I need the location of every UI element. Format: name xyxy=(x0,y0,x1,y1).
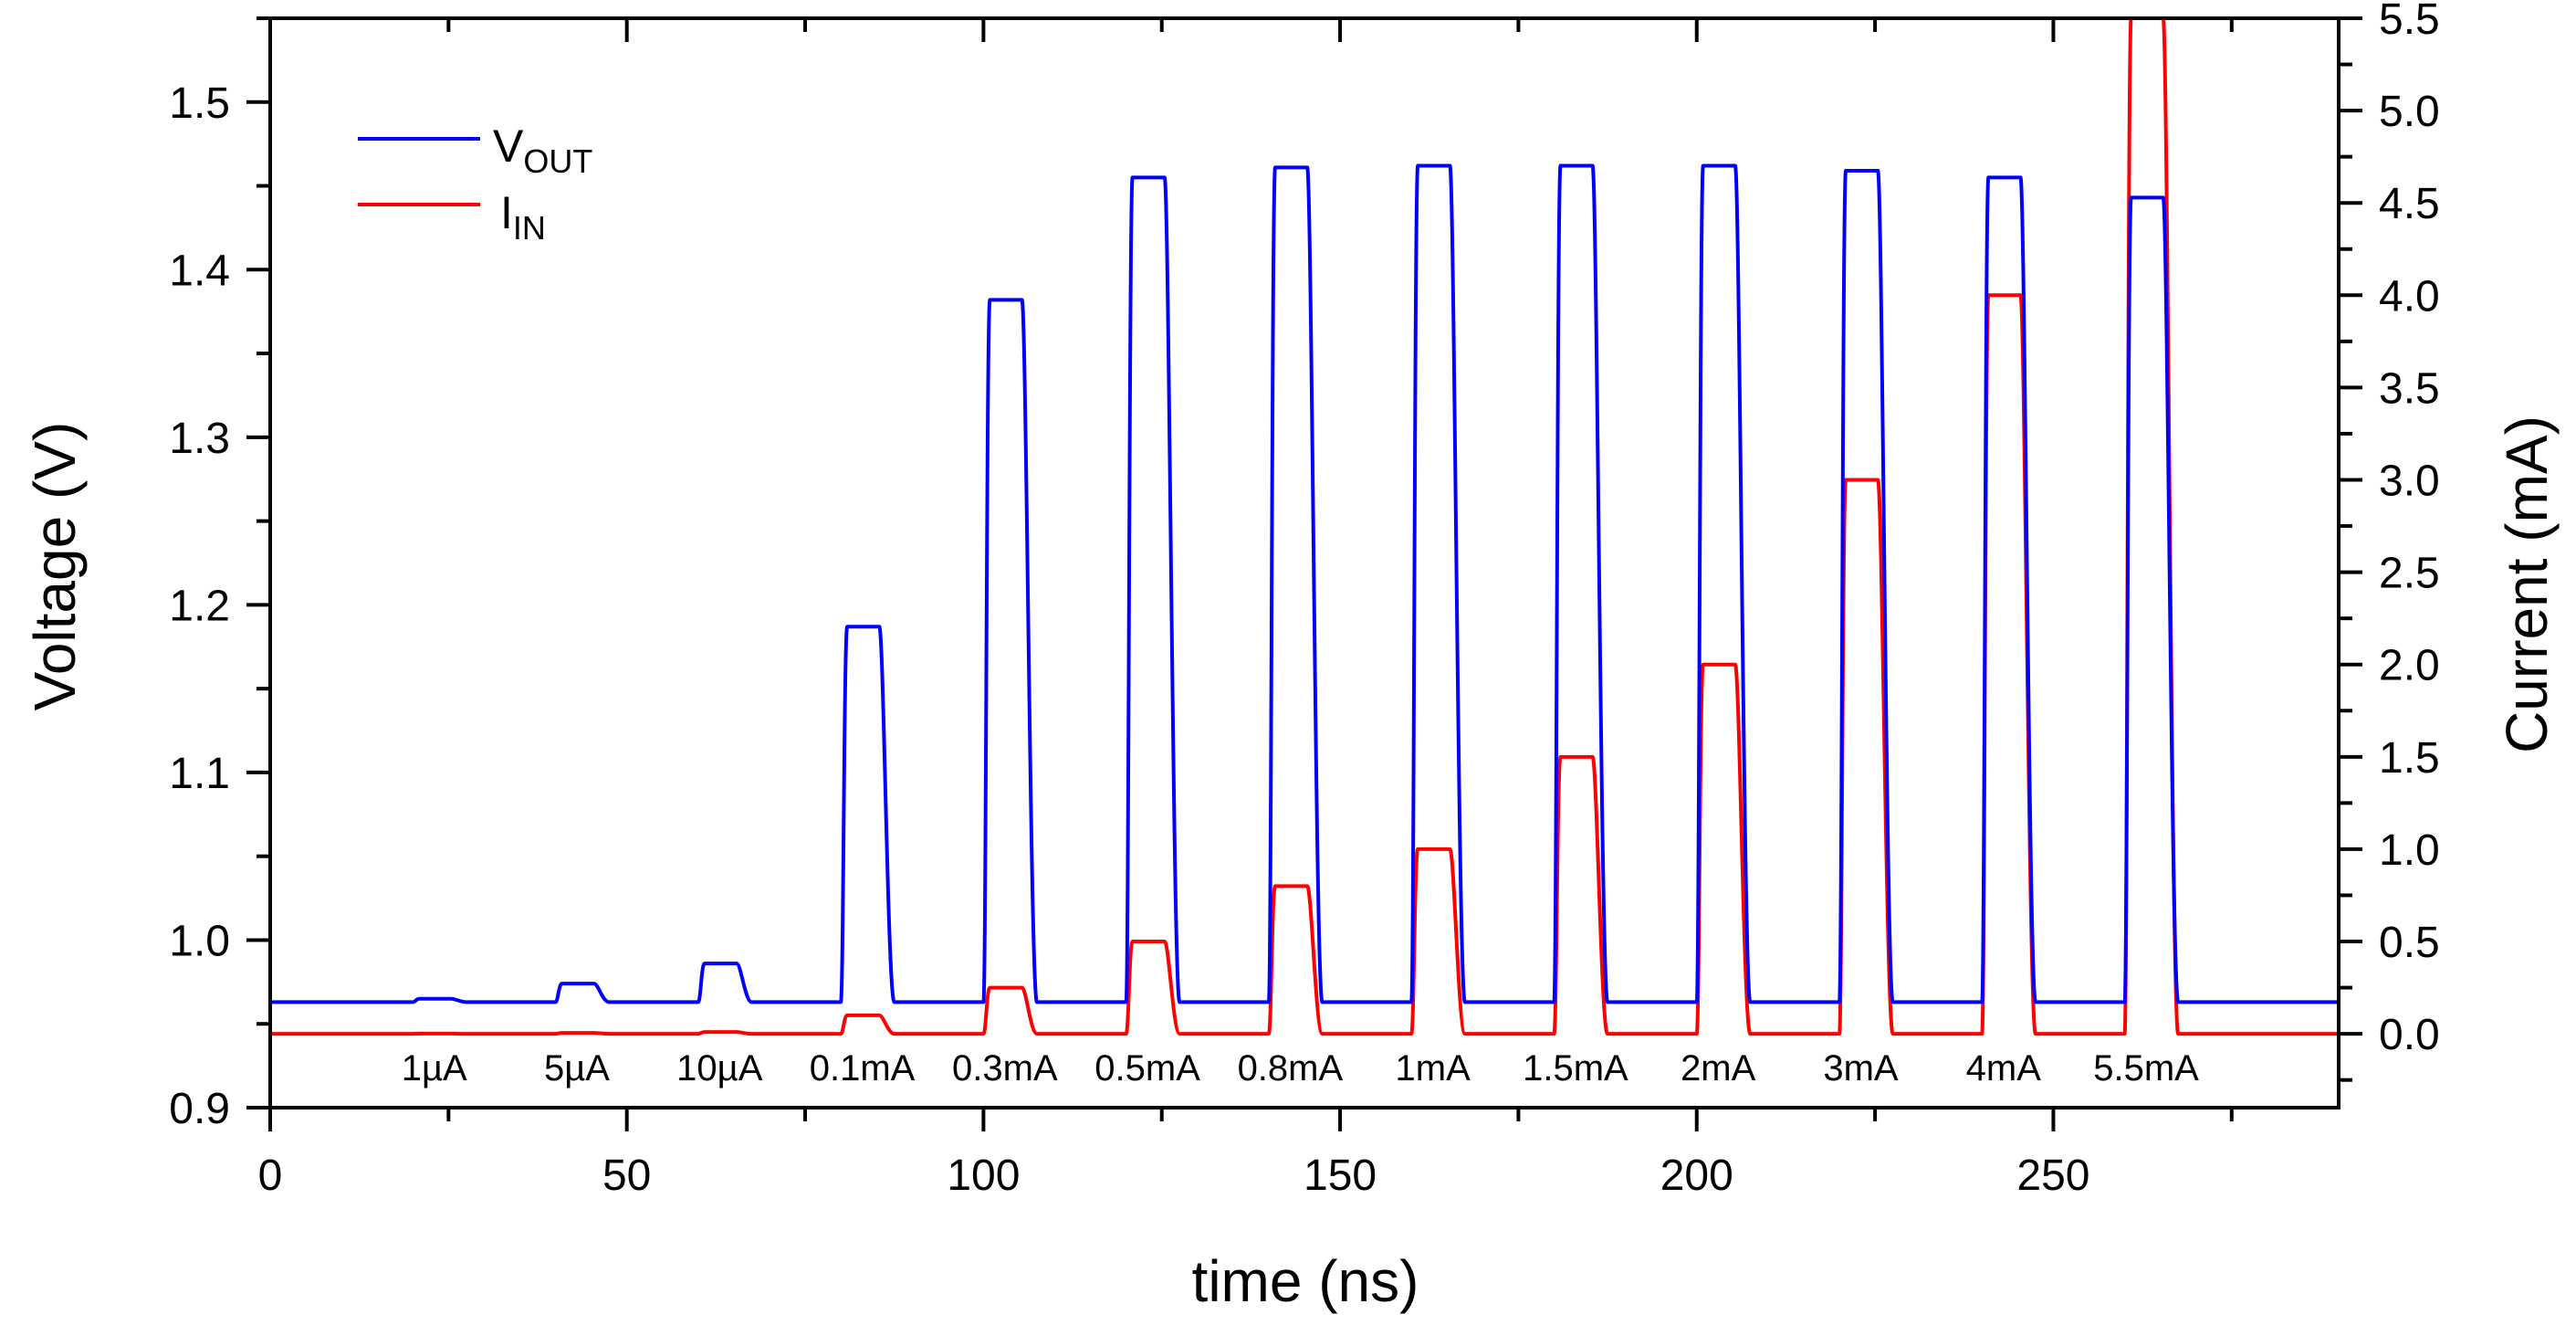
label-layer: 0 50 100 150 200 250 0.9 1.0 1.1 1.2 1.3 1.4 1.5 0.0 0… xyxy=(169,0,2439,1200)
y-axis-right-label: Current (mA) xyxy=(2494,415,2560,753)
y-left-tick-label: 1.5 xyxy=(169,79,230,128)
y-right-tick-label: 3.5 xyxy=(2379,364,2440,413)
pulse-label: 5µA xyxy=(544,1048,610,1088)
x-axis-label: time (ns) xyxy=(1192,1248,1419,1314)
y-axis-left-label: Voltage (V) xyxy=(22,422,88,711)
x-tick-label: 0 xyxy=(258,1151,283,1200)
x-tick-label: 50 xyxy=(602,1151,651,1200)
y-right-tick-label: 0.5 xyxy=(2379,919,2440,967)
pulse-label: 1.5mA xyxy=(1523,1048,1628,1088)
y-left-tick-label: 0.9 xyxy=(169,1085,230,1133)
series-vout-line xyxy=(270,163,2339,1004)
legend-iin-sub: IN xyxy=(513,209,546,247)
y-right-tick-label: 5.0 xyxy=(2379,88,2440,136)
pulse-label: 0.8mA xyxy=(1238,1048,1344,1088)
legend-label-vout: VOUT xyxy=(493,121,592,180)
y-right-tick-label: 1.5 xyxy=(2379,734,2440,783)
y-right-tick-label: 2.5 xyxy=(2379,550,2440,598)
plot-frame xyxy=(268,16,2340,1109)
x-tick-label: 100 xyxy=(947,1151,1020,1200)
pulse-label: 10µA xyxy=(676,1048,763,1088)
legend-iin-main: I xyxy=(500,187,513,238)
y-right-tick-label: 5.5 xyxy=(2379,0,2440,44)
y-right-tick-label: 0.0 xyxy=(2379,1011,2440,1059)
y-left-tick-label: 1.4 xyxy=(169,247,230,295)
x-tick-label: 200 xyxy=(1660,1151,1733,1200)
legend-vout-main: V xyxy=(493,121,524,172)
y-left-tick-label: 1.3 xyxy=(169,415,230,463)
pulse-label: 4mA xyxy=(1966,1048,2042,1088)
x-tick-label: 250 xyxy=(2016,1151,2089,1200)
pulse-label: 2mA xyxy=(1681,1048,1756,1088)
y-left-tick-label: 1.0 xyxy=(169,917,230,965)
y-right-tick-label: 2.0 xyxy=(2379,642,2440,690)
y-right-tick-label: 4.0 xyxy=(2379,272,2440,321)
pulse-label: 0.5mA xyxy=(1094,1048,1200,1088)
legend: VOUT IIN xyxy=(358,121,592,247)
y-left-tick-label: 1.2 xyxy=(169,582,230,630)
pulse-label: 0.3mA xyxy=(952,1048,1058,1088)
pulse-label: 3mA xyxy=(1823,1048,1899,1088)
y-right-tick-label: 1.0 xyxy=(2379,826,2440,875)
y-left-tick-label: 1.1 xyxy=(169,750,230,798)
pulse-label: 0.1mA xyxy=(810,1048,916,1088)
series-layer xyxy=(270,16,2339,1036)
pulse-label: 1mA xyxy=(1396,1048,1471,1088)
x-tick-label: 150 xyxy=(1304,1151,1377,1200)
y-right-tick-label: 4.5 xyxy=(2379,180,2440,228)
y-right-tick-label: 3.0 xyxy=(2379,457,2440,506)
legend-vout-sub: OUT xyxy=(523,142,592,180)
legend-label-iin: IIN xyxy=(500,187,546,247)
tick-layer xyxy=(246,16,2362,1131)
pulse-label: 5.5mA xyxy=(2093,1048,2199,1088)
pulse-label: 1µA xyxy=(402,1048,467,1088)
